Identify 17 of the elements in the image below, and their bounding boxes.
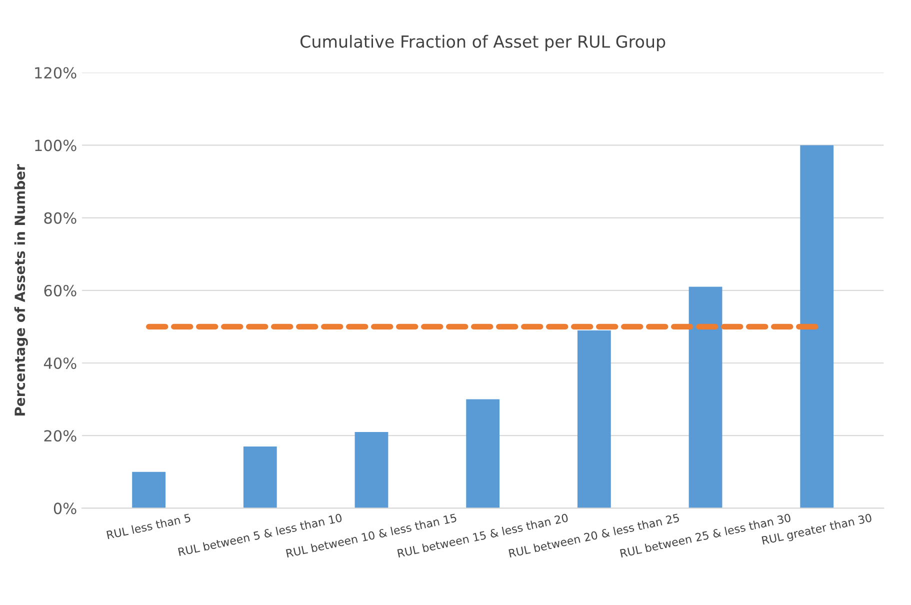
chart-title: Cumulative Fraction of Asset per RUL Group (300, 34, 666, 52)
bar (243, 446, 277, 508)
bar (354, 432, 388, 508)
y-tick-label: 20% (44, 430, 76, 442)
y-tick-label: 80% (44, 212, 76, 224)
y-tick-label: 100% (35, 140, 76, 152)
y-tick-label: 120% (35, 67, 76, 79)
y-tick-label: 60% (44, 284, 76, 296)
y-tick-label: 40% (44, 357, 76, 370)
y-tick-label: 0% (54, 502, 76, 514)
bar (800, 145, 834, 508)
x-tick-label: RUL less than 5 (106, 513, 191, 540)
y-axis-title: Percentage of Assets in Number (14, 164, 28, 416)
bar (132, 472, 166, 508)
bar (466, 399, 500, 508)
bar (688, 286, 722, 508)
bar (577, 330, 611, 508)
